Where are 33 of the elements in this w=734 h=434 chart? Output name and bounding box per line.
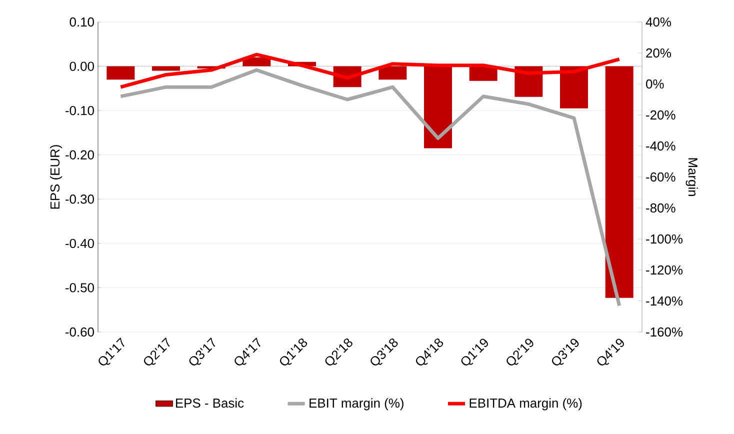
y2-axis-title: Margin	[686, 158, 698, 196]
y-tick-label: 0.10	[70, 17, 94, 27]
y2-tick-label: -120%	[646, 265, 683, 275]
bar	[106, 66, 135, 80]
legend-label: EBIT margin (%)	[310, 398, 404, 410]
y-tick-label: -0.40	[66, 238, 94, 248]
y2-tick-label: 0%	[646, 79, 664, 89]
y2-tick-label: 20%	[646, 48, 671, 58]
y-tick-label: 0.00	[70, 62, 94, 71]
bar	[560, 66, 588, 108]
bar	[378, 66, 407, 80]
legend-label: EBITDA margin (%)	[470, 398, 582, 410]
y-tick-label: -0.50	[66, 283, 94, 292]
y2-tick-label: -160%	[646, 327, 683, 337]
y2-tick-label: -40%	[646, 141, 676, 151]
y-tick-label: -0.20	[66, 150, 94, 160]
bar	[152, 66, 180, 71]
y2-tick-label: -80%	[646, 203, 676, 213]
y2-tick-label: 40%	[646, 17, 671, 27]
bar	[424, 66, 452, 148]
y-axis-title: EPS (EUR)	[50, 145, 62, 209]
y2-tick-label: -60%	[646, 172, 676, 182]
y-tick-label: -0.60	[66, 327, 94, 337]
y-tick-label: -0.30	[66, 194, 94, 204]
line-series	[118, 68, 622, 308]
y2-tick-label: -100%	[646, 234, 683, 244]
y2-tick-label: -20%	[646, 110, 676, 120]
y-tick-label: -0.10	[66, 106, 94, 116]
bar	[469, 66, 498, 81]
y2-tick-label: -140%	[646, 296, 683, 306]
legend-label: EPS - Basic	[176, 398, 244, 408]
bar	[605, 66, 634, 298]
line-series	[118, 52, 622, 89]
